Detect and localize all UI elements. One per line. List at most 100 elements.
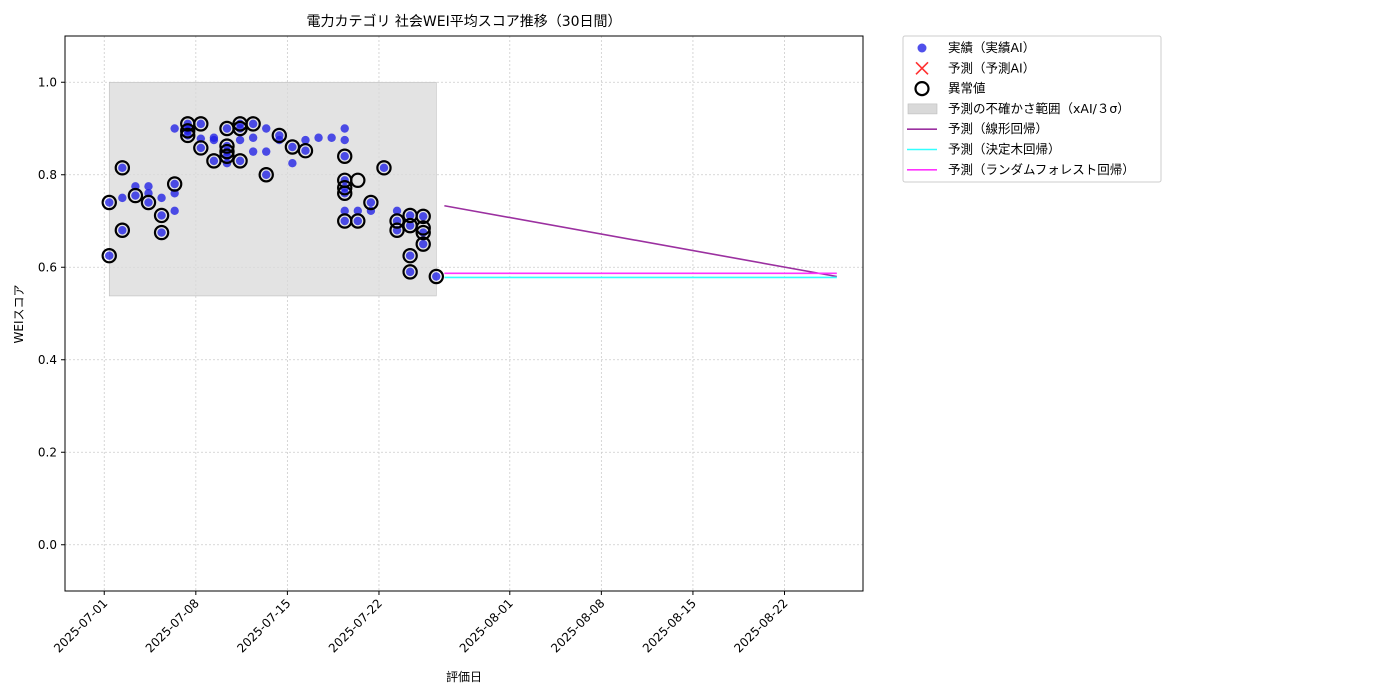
actual-point: [170, 206, 179, 216]
y-tick-label: 1.0: [38, 75, 57, 89]
x-tick-label: 2025-08-08: [548, 596, 607, 655]
legend-label: 予測（線形回帰）: [948, 121, 1048, 136]
anomaly-marker: [140, 194, 157, 211]
chart-title: 電力カテゴリ 社会WEI平均スコア推移（30日間）: [306, 13, 621, 30]
anomaly-marker: [114, 160, 131, 176]
y-axis-label: WEIスコア: [12, 285, 26, 344]
x-tick-label: 2025-07-01: [51, 596, 110, 655]
actual-point: [301, 135, 310, 145]
actual-point: [262, 170, 271, 179]
anomaly-marker: [258, 167, 274, 183]
actual-point: [235, 156, 245, 166]
actual-point: [157, 211, 166, 220]
y-tick-label: 0.6: [38, 260, 57, 274]
y-tick-label: 0.4: [38, 353, 57, 367]
actual-point: [209, 135, 219, 145]
anomaly-marker: [206, 153, 222, 169]
legend-label: 予測の不確かさ範囲（xAI/３σ）: [948, 101, 1130, 116]
actual-point: [222, 124, 232, 133]
actual-point: [432, 272, 441, 281]
x-axis-label: 評価日: [446, 669, 482, 684]
actual-point: [157, 193, 166, 203]
actual-point: [262, 124, 271, 133]
anomaly-marker: [101, 247, 117, 264]
anomaly-marker: [153, 207, 170, 224]
actual-point: [419, 239, 428, 249]
actual-point: [275, 131, 284, 140]
actual-point: [248, 133, 258, 142]
legend-band-swatch: [907, 103, 938, 115]
anomaly-marker: [415, 220, 431, 236]
actual-point: [196, 119, 206, 129]
anomaly-marker: [232, 120, 248, 137]
legend-item-linear: 予測（線形回帰）: [907, 121, 1048, 136]
anomaly-marker: [219, 143, 235, 160]
anomaly-marker: [127, 187, 144, 204]
actual-point: [340, 124, 349, 133]
legend-cross-icon: [915, 61, 929, 75]
anomaly-marker: [337, 148, 353, 164]
actual-point: [170, 124, 179, 133]
y-axis-ticks: 0.0 0.2 0.4 0.6 0.8 1.0: [38, 75, 65, 552]
actual-point: [157, 228, 166, 237]
actual-point: [405, 211, 415, 220]
legend-label: 予測（予測AI）: [948, 60, 1035, 75]
y-tick-label: 0.8: [38, 168, 57, 182]
actual-point: [405, 251, 415, 260]
anomaly-marker: [219, 148, 235, 164]
anomaly-marker: [193, 140, 209, 156]
actual-point: [248, 119, 258, 129]
x-tick-label: 2025-07-22: [326, 596, 385, 655]
legend-actual-icon: [917, 43, 927, 53]
y-tick-label: 0.0: [38, 538, 57, 552]
actual-point: [118, 163, 127, 173]
anomaly-marker: [337, 185, 353, 201]
actual-point: [131, 191, 140, 200]
anomaly-marker: [402, 247, 418, 264]
anomaly-marker: [297, 142, 314, 159]
anomaly-marker: [180, 123, 196, 139]
legend-item-anomaly: 異常値: [914, 80, 986, 97]
anomaly-marker: [350, 172, 366, 188]
actual-point: [288, 158, 297, 168]
anomaly-marker: [245, 116, 261, 132]
anomaly-marker: [363, 194, 379, 211]
actual-point: [144, 198, 153, 207]
anomaly-marker: [389, 213, 405, 229]
anomaly-marker: [180, 127, 196, 144]
legend-ring-icon: [914, 80, 930, 97]
legend-item-band: 予測の不確かさ範囲（xAI/３σ）: [907, 101, 1130, 116]
actual-point: [405, 221, 415, 230]
linear-regression-line: [444, 204, 837, 278]
actual-point: [118, 226, 127, 235]
anomaly-marker: [232, 153, 248, 169]
anomaly-marker: [402, 264, 418, 280]
x-tick-label: 2025-08-22: [731, 596, 790, 655]
actual-point: [353, 206, 363, 216]
actual-point: [262, 147, 271, 156]
x-tick-label: 2025-07-15: [234, 596, 293, 655]
anomaly-marker: [271, 127, 288, 144]
anomaly-marker: [114, 222, 131, 238]
actual-point: [248, 147, 258, 156]
prediction-lines: [444, 204, 837, 279]
actual-point: [105, 251, 114, 260]
actual-point: [118, 193, 127, 203]
actual-point: [392, 206, 402, 216]
actual-point: [405, 267, 415, 277]
legend-item-predicted: 予測（予測AI）: [915, 60, 1035, 75]
actual-point: [353, 216, 363, 226]
actual-point: [379, 163, 389, 173]
actual-point: [144, 182, 153, 191]
legend-item-actual: 実績（実績AI）: [917, 40, 1035, 55]
actual-point: [209, 156, 219, 166]
anomaly-marker: [193, 116, 209, 132]
actual-point: [340, 135, 349, 145]
y-tick-label: 0.2: [38, 445, 57, 459]
legend-item-forest: 予測（ランダムフォレスト回帰）: [907, 162, 1135, 177]
legend-frame: [902, 35, 1162, 183]
legend-label: 異常値: [948, 81, 986, 96]
actual-point: [301, 146, 310, 155]
